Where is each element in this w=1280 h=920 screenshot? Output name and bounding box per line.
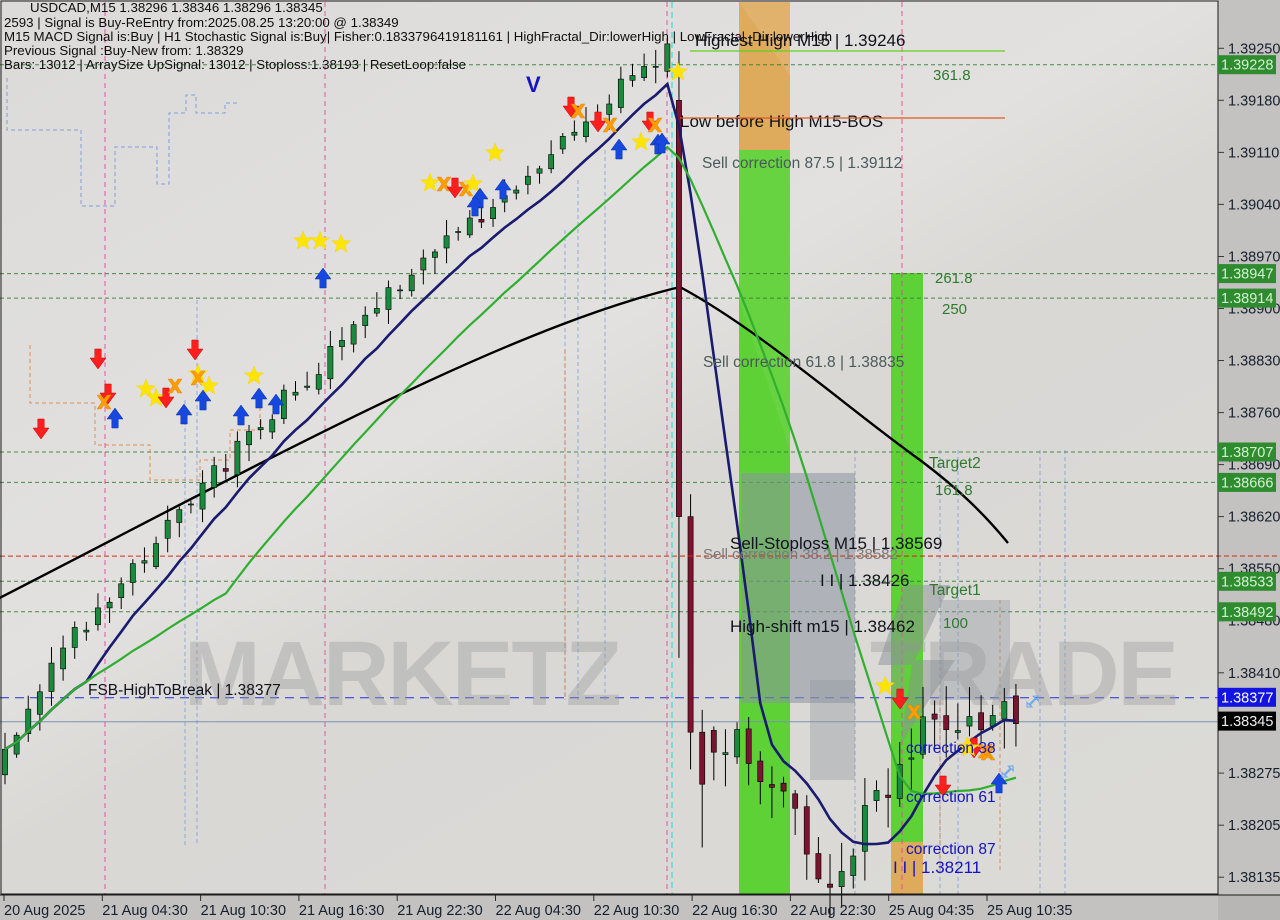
svg-text:1.38492: 1.38492: [1221, 605, 1273, 621]
svg-text:22 Aug 16:30: 22 Aug 16:30: [692, 903, 777, 919]
svg-text:Sell correction 87.5 | 1.39112: Sell correction 87.5 | 1.39112: [702, 155, 902, 172]
svg-text:1.39110: 1.39110: [1228, 145, 1279, 161]
svg-text:V: V: [526, 72, 541, 97]
svg-text:I I | 1.38211: I I | 1.38211: [893, 858, 981, 877]
svg-text:100: 100: [943, 615, 968, 632]
svg-text:1.38947: 1.38947: [1221, 267, 1273, 283]
svg-text:1.38760: 1.38760: [1228, 406, 1280, 422]
svg-text:Target2: Target2: [929, 455, 981, 472]
svg-text:22 Aug 22:30: 22 Aug 22:30: [790, 903, 875, 919]
svg-text:25 Aug 04:35: 25 Aug 04:35: [889, 903, 974, 919]
svg-text:161.8: 161.8: [935, 482, 973, 499]
svg-text:I I | 1.38426: I I | 1.38426: [820, 571, 909, 590]
svg-text:MARKETZ: MARKETZ: [184, 623, 620, 725]
svg-text:correction 87: correction 87: [906, 841, 996, 858]
svg-text:1.39180: 1.39180: [1228, 93, 1280, 109]
svg-text:1.38914: 1.38914: [1221, 291, 1273, 307]
svg-text:correction 61: correction 61: [906, 789, 996, 806]
svg-text:High-shift m15 | 1.38462: High-shift m15 | 1.38462: [730, 617, 915, 636]
svg-text:1.38135: 1.38135: [1228, 870, 1280, 886]
svg-text:Bars: 13012 | ArraySize UpSign: Bars: 13012 | ArraySize UpSignal: 13012 …: [4, 57, 466, 72]
svg-text:FSB-HighToBreak | 1.38377: FSB-HighToBreak | 1.38377: [88, 682, 281, 699]
svg-text:250: 250: [942, 301, 967, 318]
svg-text:1.38275: 1.38275: [1228, 766, 1280, 782]
svg-text:1.38345: 1.38345: [1221, 714, 1273, 730]
svg-text:1.38830: 1.38830: [1228, 354, 1280, 370]
svg-text:25 Aug 10:35: 25 Aug 10:35: [987, 903, 1072, 919]
svg-text:Low before High M15-BOS: Low before High M15-BOS: [680, 112, 883, 131]
svg-text:1.39040: 1.39040: [1228, 197, 1280, 213]
svg-text:21 Aug 16:30: 21 Aug 16:30: [299, 903, 384, 919]
svg-text:1.39228: 1.39228: [1221, 58, 1273, 74]
svg-text:21 Aug 22:30: 21 Aug 22:30: [397, 903, 482, 919]
svg-text:1.39250: 1.39250: [1228, 41, 1280, 57]
svg-text:1.38620: 1.38620: [1228, 510, 1280, 526]
svg-text:261.8: 261.8: [935, 270, 973, 287]
svg-text:1.38410: 1.38410: [1228, 666, 1280, 682]
svg-text:Highest High M15 | 1.39246: Highest High M15 | 1.39246: [695, 31, 905, 50]
svg-text:361.8: 361.8: [933, 67, 971, 84]
svg-text:1.38533: 1.38533: [1221, 574, 1273, 590]
svg-text:20 Aug 2025: 20 Aug 2025: [4, 903, 85, 919]
svg-text:USDCAD,M15 1.38296 1.38346 1.: USDCAD,M15 1.38296 1.38346 1.38296 1.383…: [30, 0, 323, 15]
svg-text:22 Aug 04:30: 22 Aug 04:30: [496, 903, 581, 919]
svg-text:2593 | Signal is Buy-ReEntry f: 2593 | Signal is Buy-ReEntry from:2025.0…: [4, 15, 399, 30]
svg-text:Previous Signal :Buy-New from:: Previous Signal :Buy-New from: 1.38329: [4, 43, 243, 58]
svg-text:1.38707: 1.38707: [1221, 445, 1273, 461]
svg-text:1.38205: 1.38205: [1228, 818, 1280, 834]
svg-text:Target1: Target1: [929, 582, 981, 599]
svg-text:1.38666: 1.38666: [1221, 475, 1273, 491]
svg-text:1.38970: 1.38970: [1228, 250, 1280, 266]
svg-text:correction 38: correction 38: [906, 740, 996, 757]
svg-text:22 Aug 10:30: 22 Aug 10:30: [594, 903, 679, 919]
svg-text:1.38377: 1.38377: [1221, 690, 1273, 706]
svg-text:21 Aug 04:30: 21 Aug 04:30: [102, 903, 187, 919]
svg-text:Sell correction 38.2 | 1.38582: Sell correction 38.2 | 1.38582: [703, 546, 898, 563]
svg-text:21 Aug 10:30: 21 Aug 10:30: [201, 903, 286, 919]
svg-text:Sell correction 61.8 | 1.38835: Sell correction 61.8 | 1.38835: [703, 354, 904, 371]
